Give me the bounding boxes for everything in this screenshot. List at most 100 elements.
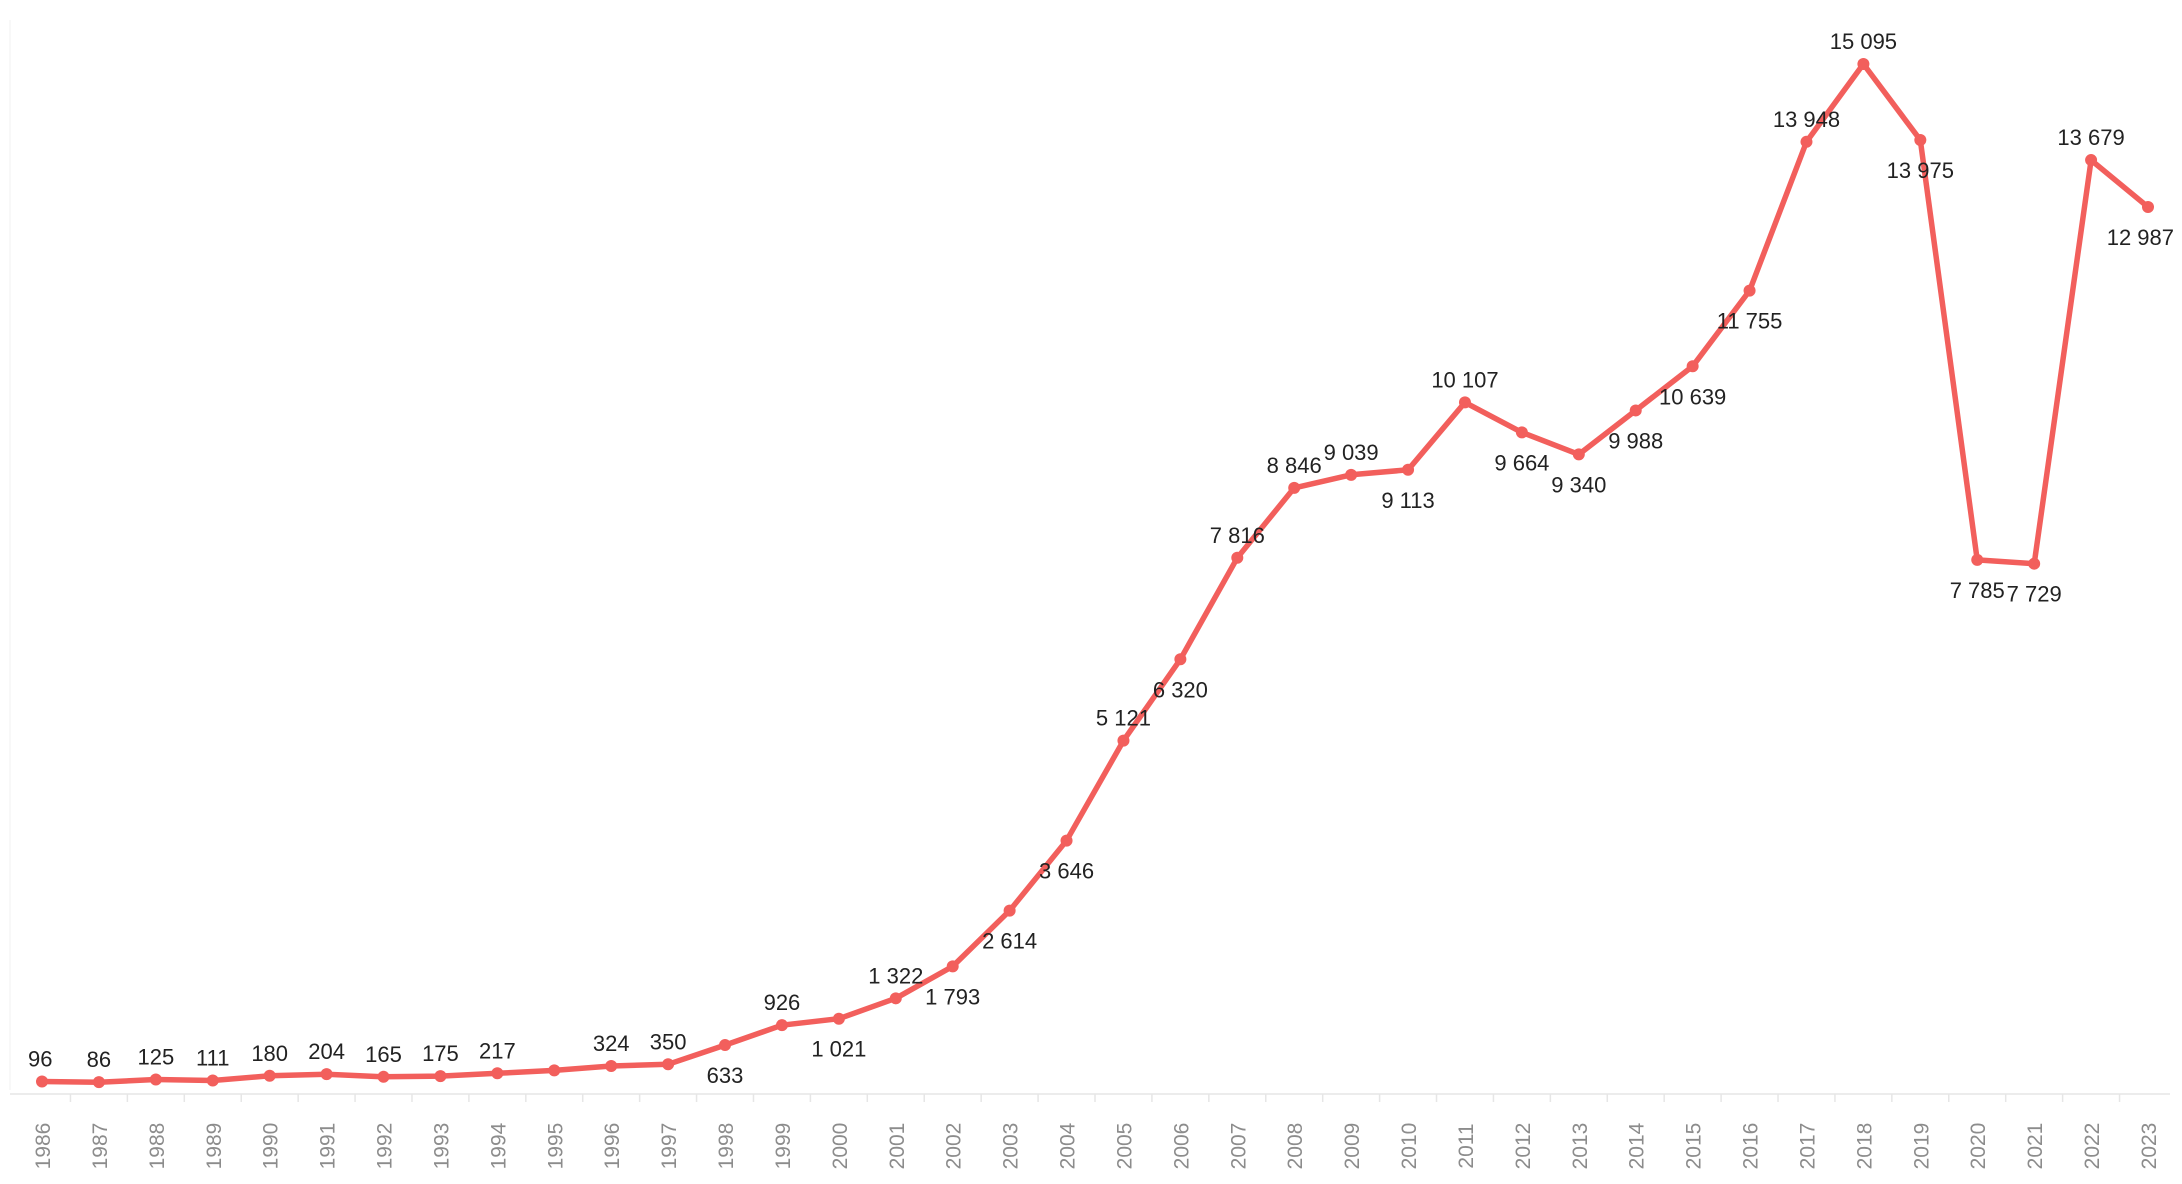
data-point: [2142, 201, 2154, 214]
x-tick-label: 2007: [1227, 1123, 1250, 1170]
data-label: 8 846: [1267, 453, 1322, 478]
data-point: [1231, 551, 1244, 564]
data-point: [605, 1060, 618, 1073]
data-label: 7 816: [1210, 523, 1265, 548]
data-point: [662, 1058, 675, 1071]
data-label: 96: [28, 1046, 52, 1071]
data-label: 15 095: [1830, 29, 1897, 54]
x-tick-label: 1999: [772, 1123, 795, 1170]
data-point: [1117, 734, 1130, 747]
data-point: [1345, 468, 1358, 481]
x-tick-label: 2004: [1057, 1122, 1080, 1169]
x-tick-label: 1997: [658, 1123, 681, 1170]
x-tick-label: 1987: [89, 1123, 112, 1170]
x-tick-label: 2017: [1796, 1123, 1819, 1170]
data-label: 111: [196, 1045, 229, 1070]
data-point: [1458, 396, 1471, 409]
data-label: 180: [251, 1041, 288, 1066]
data-point: [320, 1068, 333, 1081]
x-tick-label: 2022: [2081, 1123, 2104, 1170]
x-tick-label: 2002: [943, 1123, 966, 1170]
data-label: 125: [137, 1045, 174, 1070]
data-point: [2085, 154, 2098, 167]
data-point: [1003, 904, 1016, 917]
data-point: [1060, 834, 1073, 847]
data-point: [206, 1074, 219, 1087]
data-label: 9 988: [1608, 428, 1663, 453]
x-tick-label: 2014: [1626, 1122, 1649, 1169]
data-point: [1174, 653, 1187, 666]
data-point: [1743, 284, 1756, 297]
data-label: 3 646: [1039, 859, 1094, 884]
x-tick-label: 2000: [829, 1123, 852, 1170]
data-label: 11 755: [1717, 309, 1783, 334]
data-label: 13 975: [1887, 158, 1954, 183]
data-label: 13 679: [2057, 125, 2124, 150]
x-tick-label: 2010: [1398, 1123, 1421, 1170]
data-point: [1515, 426, 1528, 439]
data-point: [377, 1070, 390, 1083]
x-tick-label: 1994: [487, 1122, 510, 1169]
x-axis-tick-labels: 1986 1987 1988 1989 1990 1991 1992 1993 1994 1995…: [32, 1122, 2161, 1169]
data-label: 6 320: [1153, 677, 1208, 702]
data-point: [2028, 557, 2041, 570]
data-point: [946, 960, 959, 973]
data-label: 217: [479, 1038, 516, 1063]
data-point: [149, 1073, 162, 1086]
data-point: [832, 1012, 845, 1025]
data-label: 204: [308, 1039, 345, 1064]
data-label: 175: [422, 1041, 459, 1066]
data-point: [263, 1069, 276, 1082]
x-tick-label: 1988: [146, 1123, 169, 1170]
data-label: 12 987: [2107, 225, 2174, 250]
data-point: [775, 1019, 788, 1032]
data-point: [719, 1039, 732, 1052]
x-tick-label: 2008: [1284, 1123, 1307, 1170]
x-tick-label: 2011: [1455, 1123, 1478, 1168]
x-tick-label: 2013: [1569, 1123, 1592, 1170]
data-point: [1857, 58, 1870, 70]
data-point: [889, 992, 902, 1005]
data-label: 9 664: [1494, 450, 1549, 475]
data-point: [36, 1075, 48, 1088]
x-tick-label: 2019: [1910, 1123, 1933, 1170]
data-label: 324: [593, 1031, 630, 1056]
data-label: 9 113: [1381, 488, 1434, 513]
x-tick-label: 1986: [32, 1123, 55, 1170]
data-point: [1686, 360, 1699, 373]
data-label: 10 107: [1431, 367, 1498, 392]
data-label: 350: [650, 1029, 687, 1054]
data-label: 1 322: [868, 963, 923, 988]
x-axis-ticks: [69, 1094, 2121, 1102]
series-line: [39, 61, 2151, 1085]
data-point: [434, 1070, 447, 1083]
x-tick-label: 1989: [203, 1123, 226, 1170]
x-tick-label: 2015: [1683, 1123, 1706, 1170]
data-label: 926: [764, 990, 801, 1015]
data-label: 1 021: [811, 1037, 866, 1062]
data-point: [491, 1067, 504, 1080]
x-tick-label: 1995: [544, 1123, 567, 1170]
data-label: 1 793: [925, 984, 980, 1009]
x-tick-label: 1993: [430, 1123, 453, 1170]
x-tick-label: 2001: [886, 1123, 909, 1170]
data-point: [1629, 404, 1642, 417]
x-tick-label: 2009: [1341, 1123, 1364, 1170]
data-label: 9 039: [1324, 440, 1379, 465]
x-tick-label: 2016: [1740, 1123, 1763, 1170]
data-label: 165: [365, 1042, 402, 1067]
x-tick-label: 2023: [2138, 1123, 2161, 1170]
x-tick-label: 2006: [1170, 1123, 1193, 1170]
x-tick-label: 1992: [374, 1123, 397, 1170]
data-point: [1402, 463, 1415, 476]
data-label: 2 614: [982, 929, 1037, 954]
data-label: 13 948: [1773, 107, 1840, 132]
x-tick-label: 2018: [1853, 1123, 1876, 1170]
x-tick-label: 2012: [1512, 1123, 1535, 1170]
data-point: [1971, 553, 1984, 566]
data-label: 10 639: [1659, 384, 1726, 409]
x-tick-label: 1996: [601, 1123, 624, 1170]
x-tick-label: 1998: [715, 1123, 738, 1170]
data-label: 633: [707, 1063, 744, 1088]
data-point: [548, 1064, 561, 1077]
